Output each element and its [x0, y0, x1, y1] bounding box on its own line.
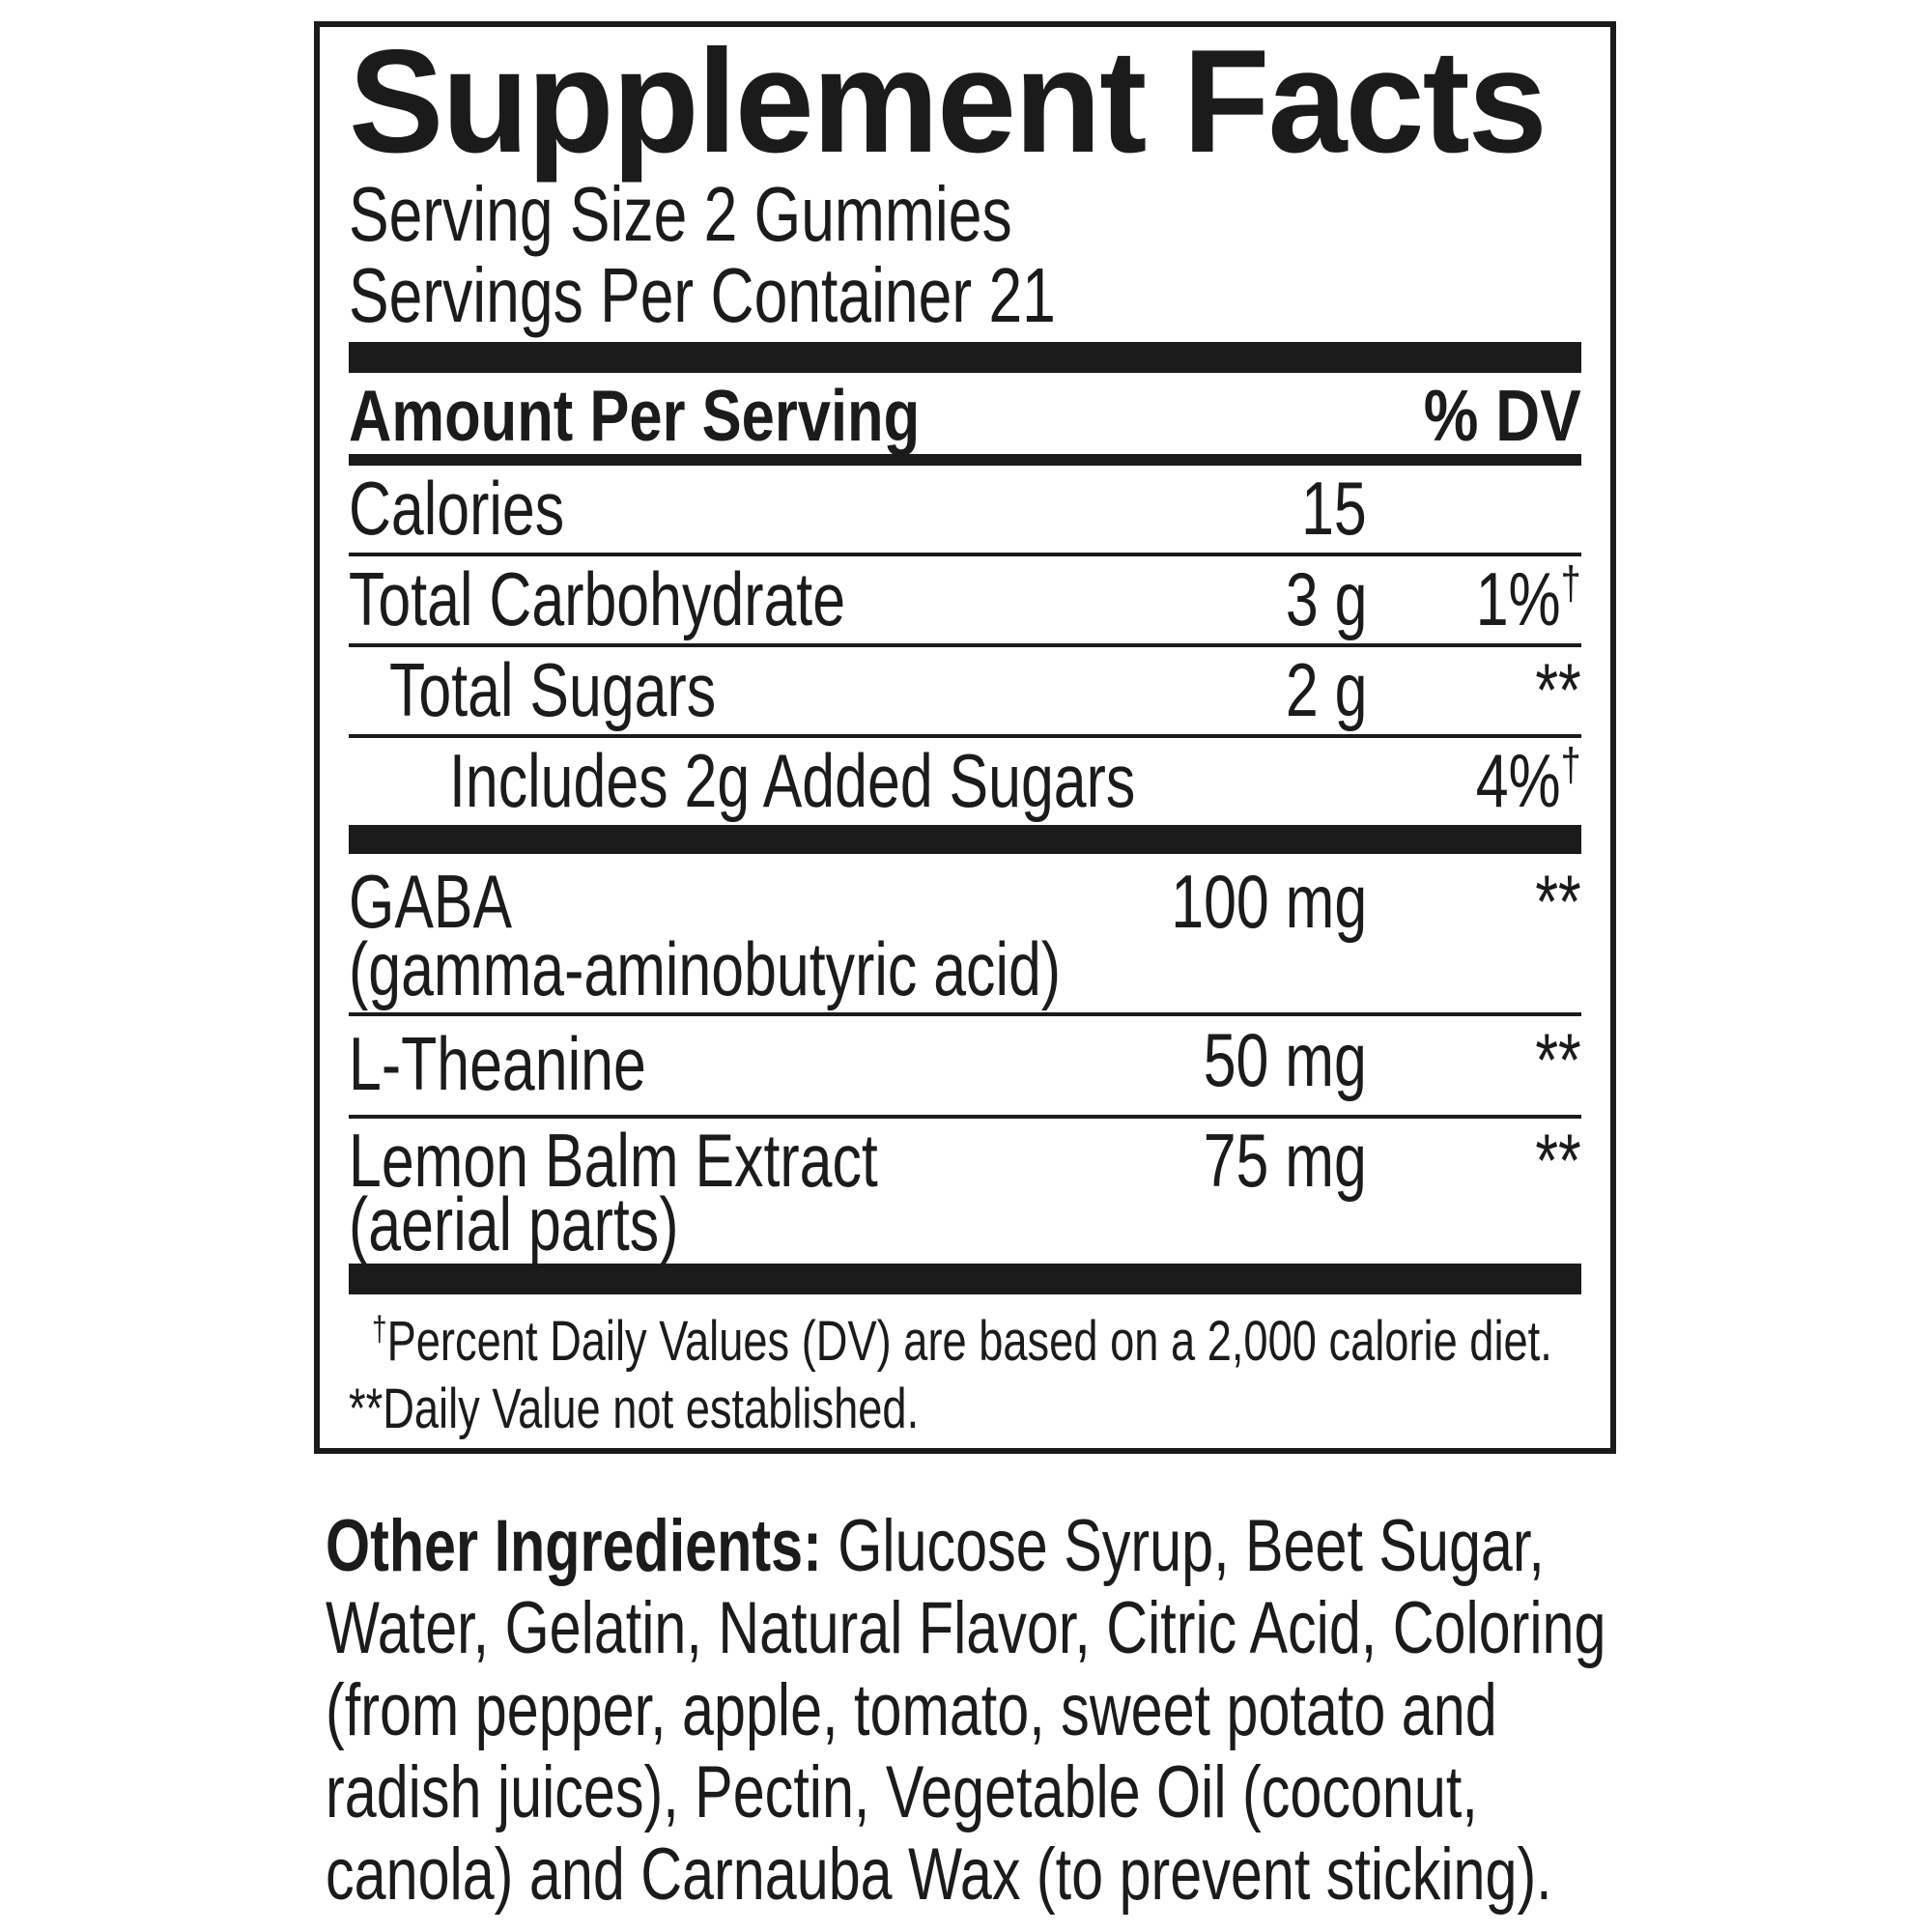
row-divider [349, 1115, 1581, 1119]
row-name: GABA [349, 859, 513, 944]
dagger-icon: † [372, 1308, 387, 1349]
column-header-dv: % DV [1424, 375, 1581, 456]
other-ingredients-line: radish juices), Pectin, Vegetable Oil (c… [326, 1751, 1478, 1833]
separator-bar-header [349, 454, 1581, 466]
nutrient-row-total-sugars: Total Sugars 2 g ** [349, 647, 1581, 734]
row-name: Calories [349, 466, 565, 551]
other-ingredients-line: Water, Gelatin, Natural Flavor, Citric A… [326, 1587, 1606, 1669]
row-amount: 15 [1301, 466, 1367, 551]
row-amount: 2 g [1285, 647, 1367, 732]
other-ingredients-line: canola) and Carnauba Wax (to prevent sti… [326, 1833, 1552, 1916]
servings-per-container: Servings Per Container 21 [349, 252, 1056, 338]
row-amount: 50 mg [1203, 1017, 1367, 1102]
row-name-line2: (aerial parts) [349, 1181, 679, 1266]
dagger-icon: † [1561, 557, 1581, 610]
nutrient-row-l-theanine: L-Theanine 50 mg ** [349, 1016, 1581, 1115]
footnotes: †Percent Daily Values (DV) are based on … [349, 1308, 1581, 1443]
row-name: Total Sugars [389, 647, 717, 732]
row-divider [349, 643, 1581, 647]
row-amount: 75 mg [1203, 1118, 1367, 1203]
other-ingredients-label: Other Ingredients: [326, 1505, 822, 1587]
row-name-line2: (gamma-aminobutyric acid) [349, 926, 1062, 1011]
row-name: Includes 2g Added Sugars [449, 738, 1136, 823]
other-ingredients-line: (from pepper, apple, tomato, sweet potat… [326, 1669, 1497, 1751]
row-dv: ** [1535, 1017, 1581, 1102]
row-dv: 4%† [1476, 738, 1581, 823]
nutrient-row-added-sugars: Includes 2g Added Sugars 4%† [349, 738, 1581, 825]
row-divider [349, 734, 1581, 738]
row-name: Lemon Balm Extract [349, 1118, 878, 1203]
row-amount: 3 g [1285, 556, 1367, 641]
row-divider [349, 1012, 1581, 1016]
row-dv: ** [1535, 647, 1581, 732]
row-dv: ** [1535, 859, 1581, 944]
row-amount: 100 mg [1171, 859, 1367, 944]
supplement-facts-panel: Supplement Facts Serving Size 2 Gummies … [314, 21, 1616, 1454]
footnote-daily-values: †Percent Daily Values (DV) are based on … [372, 1308, 1552, 1373]
row-name: Total Carbohydrate [349, 556, 846, 641]
row-dv: 1%† [1476, 556, 1581, 641]
separator-bar-middle [349, 825, 1581, 854]
nutrient-row-total-carbohydrate: Total Carbohydrate 3 g 1%† [349, 556, 1581, 643]
other-ingredients: Other Ingredients: Glucose Syrup, Beet S… [326, 1505, 1697, 1916]
nutrient-row-gaba: GABA (gamma-aminobutyric acid) 100 mg ** [349, 854, 1581, 1012]
nutrient-row-lemon-balm: Lemon Balm Extract (aerial parts) 75 mg … [349, 1119, 1581, 1264]
other-ingredients-line: Other Ingredients: Glucose Syrup, Beet S… [326, 1505, 1545, 1587]
footnote-not-established: **Daily Value not established. [349, 1378, 920, 1440]
serving-size: Serving Size 2 Gummies [349, 171, 1012, 257]
panel-title: Supplement Facts [349, 19, 1548, 184]
dagger-icon: † [1561, 739, 1581, 791]
separator-bar-bottom [349, 1264, 1581, 1294]
separator-bar-top [349, 342, 1581, 373]
column-header-amount: Amount Per Serving [349, 375, 921, 456]
column-header-row: Amount Per Serving % DV [349, 373, 1581, 454]
row-divider [349, 553, 1581, 556]
nutrient-row-calories: Calories 15 [349, 466, 1581, 553]
row-dv: ** [1535, 1118, 1581, 1203]
row-name: L-Theanine [349, 1021, 646, 1106]
